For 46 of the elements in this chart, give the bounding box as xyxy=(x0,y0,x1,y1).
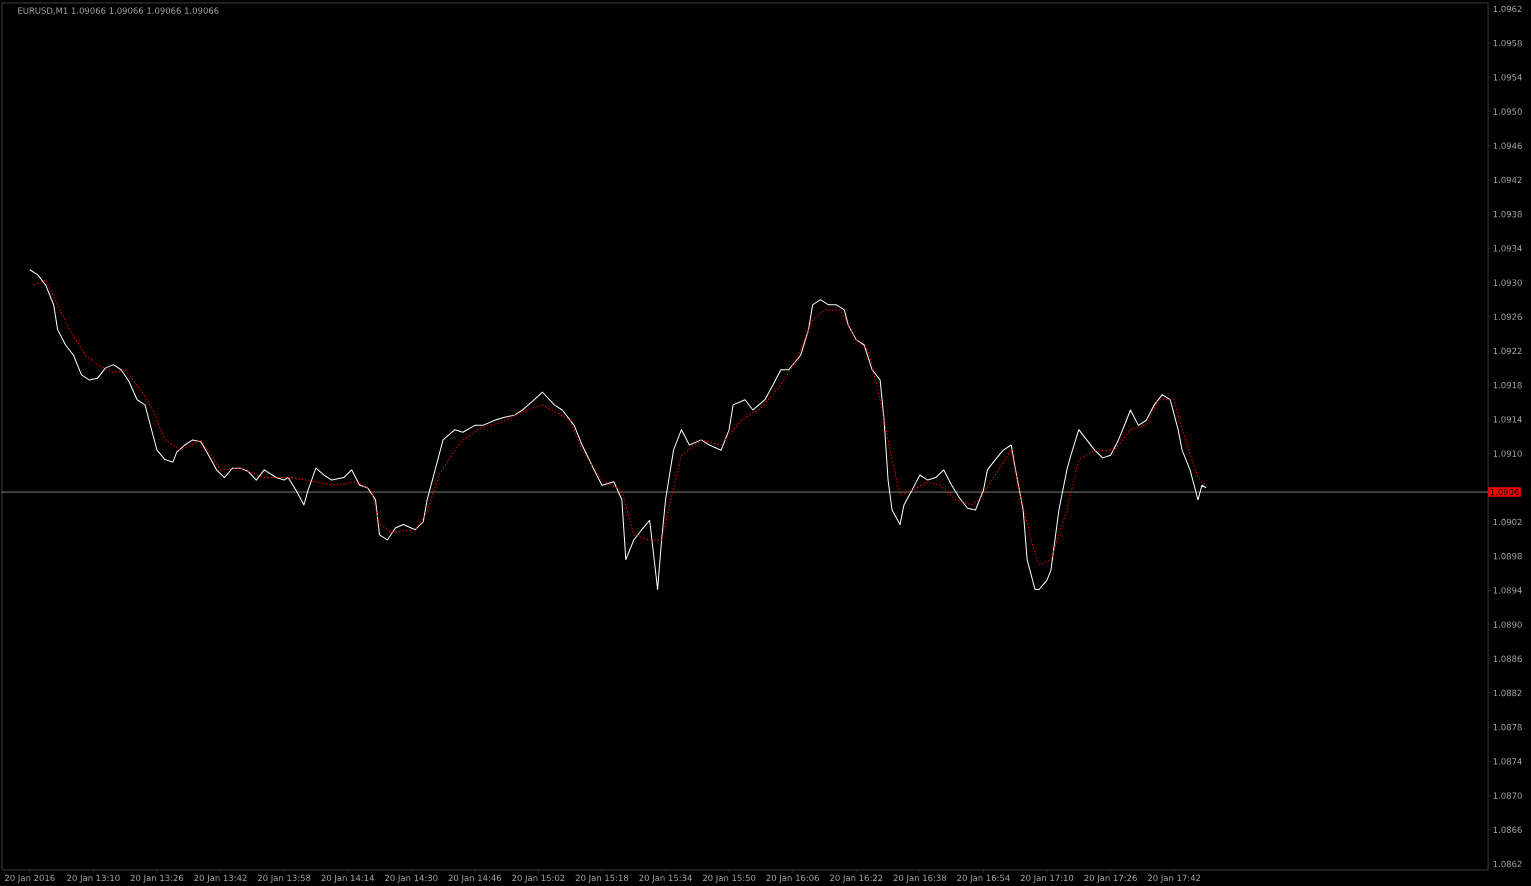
y-tick-label: 1.0934 xyxy=(1493,245,1522,252)
y-tick-label: 1.0870 xyxy=(1493,792,1522,799)
x-tick-label: 20 Jan 14:14 xyxy=(321,874,374,883)
y-tick-label: 1.0874 xyxy=(1493,758,1522,765)
y-tick-label: 1.0886 xyxy=(1493,655,1522,663)
x-tick-label: 20 Jan 14:30 xyxy=(385,874,438,883)
y-tick-label: 1.0890 xyxy=(1493,621,1522,628)
y-tick-label: 1.0878 xyxy=(1493,724,1522,731)
x-tick-label: 20 Jan 13:58 xyxy=(257,874,311,883)
y-tick-label: 1.0950 xyxy=(1493,108,1522,115)
y-tick-label: 1.0954 xyxy=(1493,74,1522,81)
x-tick-label: 20 Jan 13:10 xyxy=(67,874,120,883)
y-tick-label: 1.0958 xyxy=(1493,39,1522,47)
y-tick-label: 1.0946 xyxy=(1493,142,1522,149)
ref-line-label: 1.0906 xyxy=(1490,488,1519,496)
x-tick-label: 20 Jan 15:02 xyxy=(512,874,565,883)
y-tick-label: 1.0862 xyxy=(1493,860,1522,868)
x-tick-label: 20 Jan 13:26 xyxy=(130,874,184,883)
y-tick-label: 1.0894 xyxy=(1493,587,1522,594)
y-tick-label: 1.0962 xyxy=(1493,5,1522,13)
x-tick-label: 20 Jan 16:38 xyxy=(893,874,947,883)
x-tick-label: 20 Jan 16:06 xyxy=(766,874,819,883)
x-tick-label: 20 Jan 2016 xyxy=(5,874,55,883)
y-tick-label: 1.0902 xyxy=(1493,518,1522,526)
x-tick-label: 20 Jan 17:10 xyxy=(1020,874,1074,883)
y-tick-label: 1.0914 xyxy=(1493,416,1522,423)
x-tick-label: 20 Jan 13:42 xyxy=(194,874,247,883)
x-tick-label: 20 Jan 15:50 xyxy=(702,874,756,883)
y-tick-label: 1.0922 xyxy=(1493,347,1522,355)
x-tick-label: 20 Jan 15:18 xyxy=(575,874,629,883)
y-tick-label: 1.0866 xyxy=(1493,826,1522,834)
y-tick-label: 1.0930 xyxy=(1493,279,1522,286)
y-tick-label: 1.0938 xyxy=(1493,210,1522,218)
y-tick-label: 1.0918 xyxy=(1493,381,1522,389)
x-tick-label: 20 Jan 16:22 xyxy=(830,874,883,883)
x-tick-label: 20 Jan 15:34 xyxy=(639,874,692,883)
x-tick-label: 20 Jan 17:42 xyxy=(1147,874,1201,883)
y-tick-label: 1.0898 xyxy=(1493,553,1522,560)
y-tick-label: 1.0910 xyxy=(1493,450,1522,457)
x-tick-label: 20 Jan 14:46 xyxy=(448,874,502,883)
y-tick-label: 1.0882 xyxy=(1493,689,1522,697)
chart-title: EURUSD,M1 1.09066 1.09066 1.09066 1.09066 xyxy=(18,7,219,15)
y-tick-label: 1.0926 xyxy=(1493,313,1522,320)
x-tick-label: 20 Jan 16:54 xyxy=(957,874,1010,883)
y-tick-label: 1.0942 xyxy=(1493,176,1522,184)
x-tick-label: 20 Jan 17:26 xyxy=(1084,874,1137,883)
